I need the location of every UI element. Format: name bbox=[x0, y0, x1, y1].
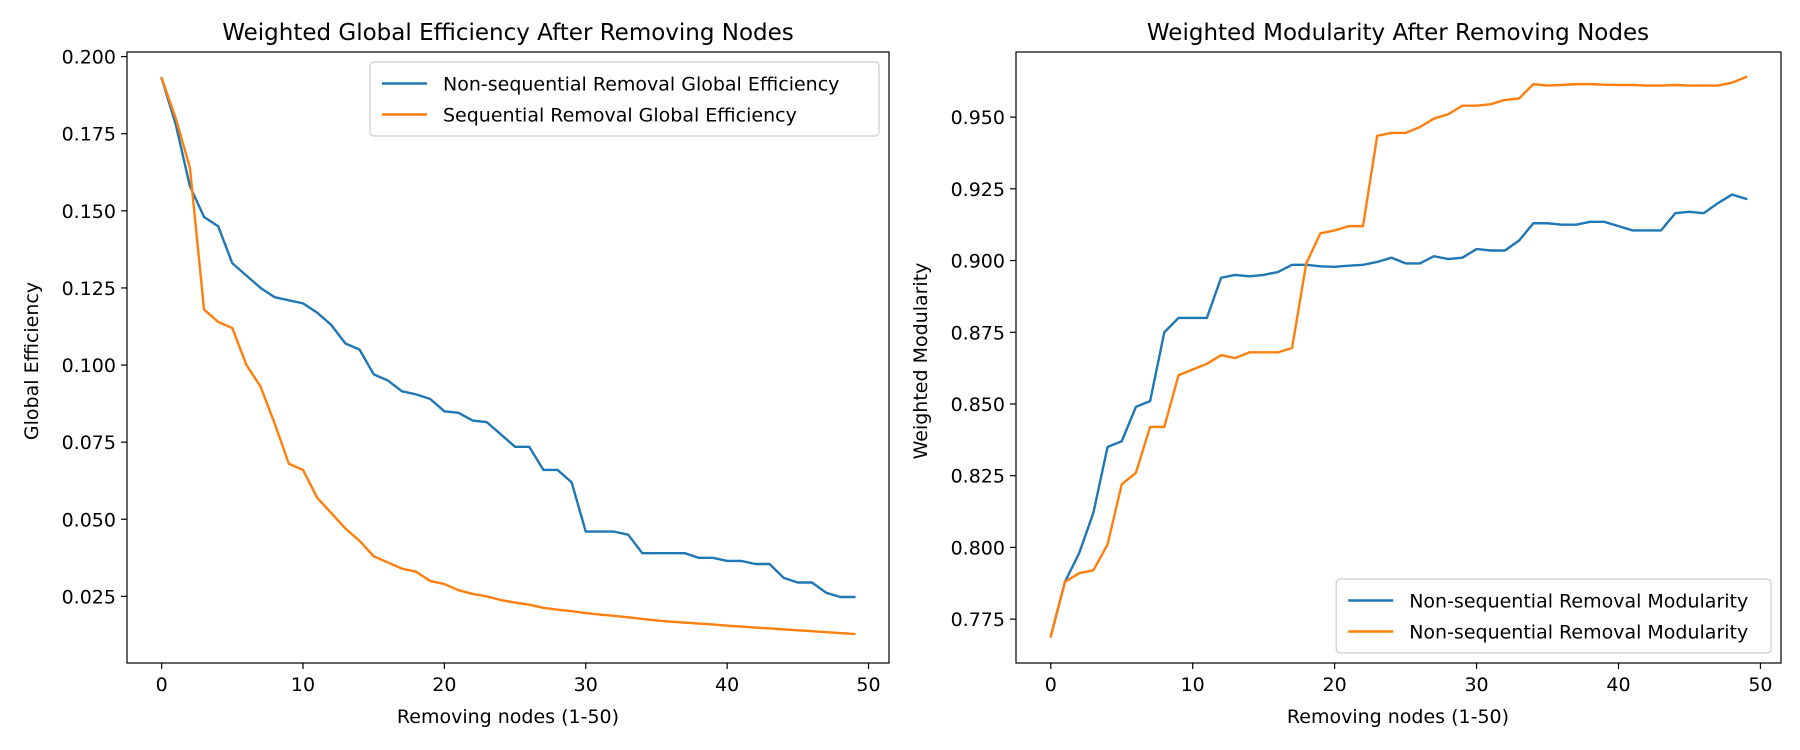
x-tick-label: 20 bbox=[432, 674, 456, 696]
series-line-1 bbox=[160, 76, 856, 636]
y-tick-label: 0.150 bbox=[62, 201, 116, 223]
y-tick-label: 0.050 bbox=[62, 509, 116, 531]
global-efficiency-chart: Weighted Global Efficiency After Removin… bbox=[21, 20, 890, 728]
axes-frame bbox=[1015, 51, 1782, 664]
plot-area: 0 10 20 30 40 50 0.775 0.800 0.825 0.850 0.875 0.90… bbox=[951, 51, 1782, 696]
y-tick-label: 0.025 bbox=[62, 586, 116, 608]
series-line-0 bbox=[1049, 193, 1748, 638]
y-tick-label: 0.125 bbox=[62, 278, 116, 300]
legend-label: Non-sequential Removal Modularity bbox=[1409, 591, 1748, 613]
x-tick-label: 30 bbox=[1464, 674, 1488, 696]
axes-frame bbox=[126, 51, 890, 664]
series-line-0 bbox=[160, 76, 856, 599]
x-tick-label: 40 bbox=[715, 674, 739, 696]
y-tick-label: 0.950 bbox=[951, 107, 1005, 129]
x-tick-label: 0 bbox=[1045, 674, 1057, 696]
x-tick-label: 20 bbox=[1323, 674, 1347, 696]
y-tick-label: 0.925 bbox=[951, 179, 1005, 201]
modularity-chart: Weighted Modularity After Removing Nodes… bbox=[910, 20, 1782, 728]
plot-area: 0 10 20 30 40 50 0.025 0.050 0.075 0.100 0.125 0.15… bbox=[62, 47, 890, 696]
x-tick-label: 0 bbox=[156, 674, 168, 696]
legend-label: Non-sequential Removal Global Efficiency bbox=[443, 74, 839, 96]
legend: Non-sequential Removal Modularity Non-seq… bbox=[1335, 578, 1772, 654]
y-tick-label: 0.850 bbox=[951, 394, 1005, 416]
y-tick-label: 0.825 bbox=[951, 466, 1005, 488]
x-tick-label: 30 bbox=[574, 674, 598, 696]
legend-label: Sequential Removal Global Efficiency bbox=[443, 105, 797, 127]
legend-box bbox=[369, 61, 880, 137]
y-tick-label: 0.200 bbox=[62, 47, 116, 69]
x-tick-label: 40 bbox=[1606, 674, 1630, 696]
x-axis-label: Removing nodes (1-50) bbox=[1287, 706, 1509, 728]
y-tick-label: 0.875 bbox=[951, 322, 1005, 344]
legend: Non-sequential Removal Global Efficiency… bbox=[369, 61, 880, 137]
x-tick-label: 50 bbox=[1748, 674, 1772, 696]
legend-box bbox=[1335, 578, 1772, 654]
y-axis-label: Global Efficiency bbox=[21, 282, 43, 440]
series-line-1 bbox=[1049, 75, 1748, 638]
x-tick-label: 10 bbox=[291, 674, 315, 696]
y-tick-label: 0.800 bbox=[951, 537, 1005, 559]
y-tick-label: 0.175 bbox=[62, 124, 116, 146]
y-tick-label: 0.075 bbox=[62, 432, 116, 454]
y-axis-label: Weighted Modularity bbox=[910, 263, 932, 460]
y-tick-label: 0.775 bbox=[951, 609, 1005, 631]
chart-title: Weighted Global Efficiency After Removin… bbox=[222, 20, 794, 46]
x-tick-label: 50 bbox=[856, 674, 880, 696]
x-axis-label: Removing nodes (1-50) bbox=[397, 706, 619, 728]
legend-label: Non-sequential Removal Modularity bbox=[1409, 622, 1748, 644]
y-tick-label: 0.900 bbox=[951, 251, 1005, 273]
chart-title: Weighted Modularity After Removing Nodes bbox=[1147, 20, 1649, 46]
x-tick-label: 10 bbox=[1181, 674, 1205, 696]
y-tick-label: 0.100 bbox=[62, 355, 116, 377]
